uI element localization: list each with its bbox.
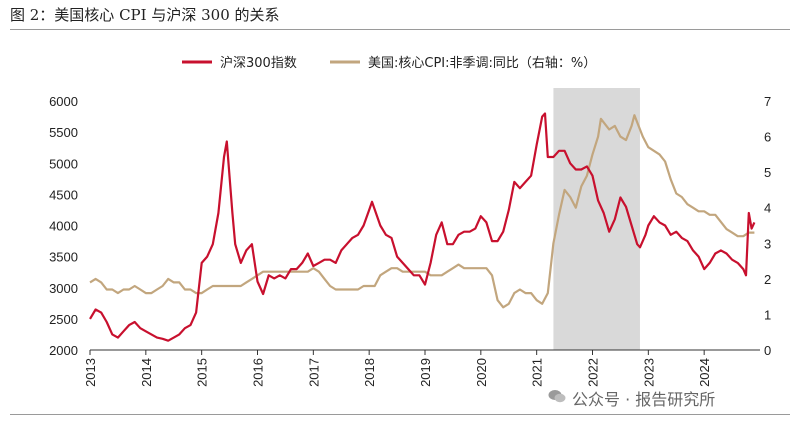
x-tick-label: 2018 xyxy=(362,358,377,387)
x-tick-group: 2021 xyxy=(530,358,545,387)
x-tick-group: 2016 xyxy=(251,358,266,387)
x-tick-group: 2020 xyxy=(474,358,489,387)
y-right-tick-label: 3 xyxy=(764,236,771,251)
y-left-tick-label: 2500 xyxy=(49,312,78,327)
y-left-tick-label: 6000 xyxy=(49,94,78,109)
x-tick-group: 2014 xyxy=(139,358,154,387)
x-tick-label: 2022 xyxy=(586,358,601,387)
axes-layer: 2000 2500 3000 3500 4000 4500 5000 5500 6000 0 1 2 3… xyxy=(49,94,771,387)
x-tick-label: 2020 xyxy=(474,358,489,387)
x-tick-group: 2019 xyxy=(418,358,433,387)
bottom-divider xyxy=(10,414,790,415)
title-divider xyxy=(10,29,790,30)
y-left-tick-label: 5500 xyxy=(49,125,78,140)
y-left-tick-label: 2000 xyxy=(49,343,78,358)
x-tick-label: 2017 xyxy=(306,358,321,387)
series-line-core-cpi xyxy=(89,114,755,309)
y-right-tick-label: 7 xyxy=(764,94,771,109)
x-tick-group: 2023 xyxy=(641,358,656,387)
x-tick-label: 2016 xyxy=(251,358,266,387)
series-lines-layer xyxy=(89,112,756,342)
x-tick-label: 2014 xyxy=(139,358,154,387)
x-tick-group: 2013 xyxy=(83,358,98,387)
y-left-tick-label: 4500 xyxy=(49,187,78,202)
legend: 沪深300指数 美国:核心CPI:非季调:同比（右轴：%） xyxy=(182,55,596,71)
legend-label-hs300: 沪深300指数 xyxy=(220,55,297,71)
x-tick-label: 2013 xyxy=(83,358,98,387)
y-left-tick-label: 3000 xyxy=(49,281,78,296)
watermark-text: 公众号 · 报告研究所 xyxy=(572,390,716,409)
x-tick-group: 2018 xyxy=(362,358,377,387)
x-tick-group: 2022 xyxy=(586,358,601,387)
y-left-tick-label: 5000 xyxy=(49,156,78,171)
x-tick-label: 2023 xyxy=(641,358,656,387)
x-tick-group: 2015 xyxy=(195,358,210,387)
wechat-icon xyxy=(548,390,566,403)
y-right-tick-label: 1 xyxy=(764,307,771,322)
x-tick-group: 2024 xyxy=(697,358,712,387)
y-left-tick-label: 3500 xyxy=(49,250,78,265)
y-right-tick-label: 5 xyxy=(764,165,771,180)
series-line-hs300 xyxy=(89,112,756,342)
legend-label-core-cpi: 美国:核心CPI:非季调:同比（右轴：%） xyxy=(368,56,596,71)
shaded-period-layer xyxy=(553,88,640,350)
x-tick-label: 2015 xyxy=(195,358,210,387)
x-tick-label: 2019 xyxy=(418,358,433,387)
x-tick-group: 2017 xyxy=(306,358,321,387)
shaded-period xyxy=(553,88,640,350)
chart-title: 图 2：美国核心 CPI 与沪深 300 的关系 xyxy=(10,6,280,24)
y-left-tick-label: 4000 xyxy=(49,219,78,234)
x-tick-label: 2021 xyxy=(530,358,545,387)
x-tick-label: 2024 xyxy=(697,358,712,387)
y-right-tick-label: 6 xyxy=(764,130,771,145)
y-right-tick-label: 4 xyxy=(764,201,771,216)
y-right-tick-label: 0 xyxy=(764,343,771,358)
y-right-tick-label: 2 xyxy=(764,272,771,287)
